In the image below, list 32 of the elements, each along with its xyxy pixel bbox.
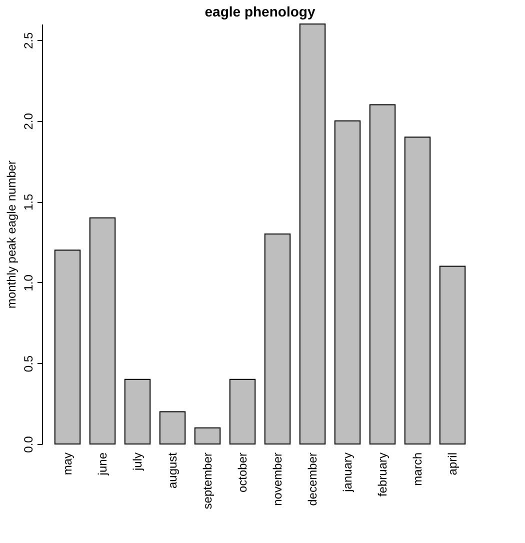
bar: [194, 427, 221, 444]
y-tick-label: 1.0: [22, 274, 36, 292]
bar: [124, 378, 151, 444]
x-tick-label: april: [446, 452, 460, 476]
y-tick-label: 0.5: [22, 355, 36, 372]
x-tick-label: february: [376, 452, 390, 497]
x-tick-label: june: [96, 452, 110, 476]
x-tick-label: october: [236, 452, 250, 493]
x-tick-label: december: [306, 452, 320, 506]
bar: [229, 378, 256, 444]
chart-title: eagle phenology: [204, 4, 316, 20]
bar: [54, 250, 81, 444]
y-tick-label: 2.5: [22, 32, 36, 49]
y-tick-label: 2.0: [22, 112, 36, 130]
bar: [334, 120, 361, 444]
bar: [264, 234, 291, 444]
bar: [89, 217, 116, 444]
bar: [369, 104, 396, 444]
x-tick-label: january: [340, 452, 354, 493]
y-tick-label: 1.5: [22, 194, 36, 211]
bar: [439, 266, 466, 444]
x-tick-label: august: [166, 452, 180, 489]
bar: [404, 136, 431, 444]
x-tick-label: september: [200, 452, 214, 510]
x-tick-label: november: [270, 452, 284, 506]
x-tick-label: may: [60, 452, 74, 476]
x-tick-label: july: [130, 452, 144, 472]
x-tick-label: march: [410, 452, 424, 486]
y-axis-title: monthly peak eagle number: [4, 160, 18, 309]
bar: [299, 24, 326, 444]
bar: [159, 411, 186, 444]
y-tick-label: 0.0: [22, 436, 36, 453]
